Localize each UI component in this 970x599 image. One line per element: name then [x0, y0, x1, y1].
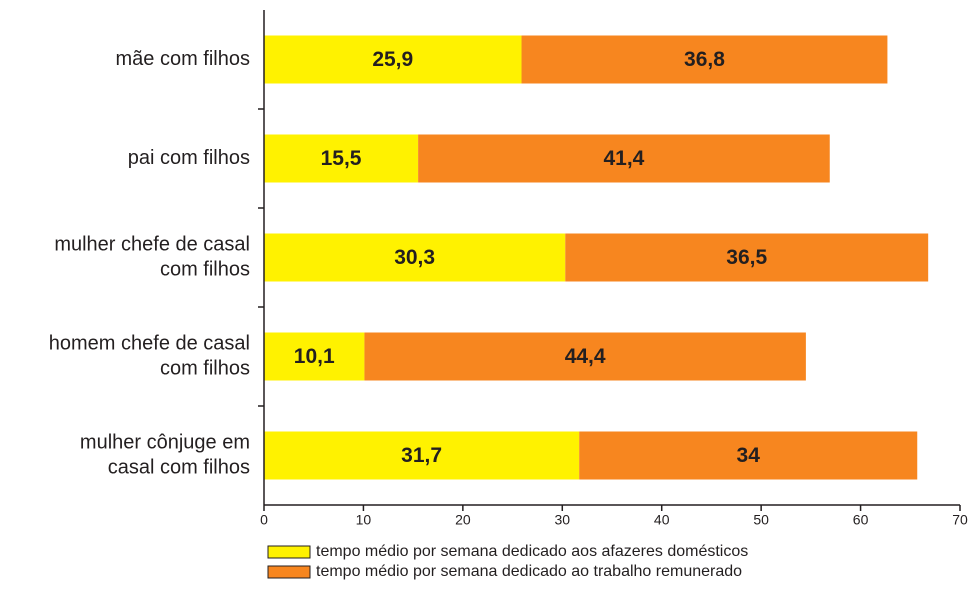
value-label: 30,3	[394, 246, 435, 269]
bar-segment	[418, 134, 830, 183]
bar-segment	[264, 35, 522, 84]
x-tick-label: 10	[356, 512, 372, 528]
x-tick-label: 20	[455, 512, 471, 528]
category-label: mãe com filhos	[116, 48, 251, 70]
category-label: mulher chefe de casal	[54, 233, 250, 255]
x-tick-label: 60	[853, 512, 869, 528]
value-label: 41,4	[603, 147, 644, 170]
bar-segment	[565, 233, 929, 282]
value-label: 34	[737, 444, 761, 467]
bar-segment	[579, 431, 918, 480]
category-label: com filhos	[160, 357, 250, 379]
category-label: pai com filhos	[128, 147, 250, 169]
bar-segment	[364, 332, 806, 381]
value-label: 25,9	[372, 48, 413, 71]
value-label: 36,8	[684, 48, 725, 71]
x-tick-label: 70	[952, 512, 968, 528]
category-label: com filhos	[160, 258, 250, 280]
bar-segment	[264, 134, 419, 183]
value-label: 10,1	[294, 345, 335, 368]
legend-swatch	[267, 545, 311, 559]
x-tick-label: 50	[753, 512, 769, 528]
category-label: mulher cônjuge em	[80, 431, 250, 453]
value-label: 44,4	[565, 345, 606, 368]
bar-segment	[264, 332, 365, 381]
value-label: 15,5	[321, 147, 362, 170]
x-tick-label: 0	[260, 512, 268, 528]
legend-label: tempo médio por semana dedicado ao traba…	[316, 563, 742, 580]
legend-swatch	[267, 565, 311, 579]
value-label: 31,7	[401, 444, 442, 467]
category-label: casal com filhos	[108, 456, 250, 478]
bar-segment	[264, 233, 566, 282]
value-label: 36,5	[726, 246, 767, 269]
legend-label: tempo médio por semana dedicado aos afaz…	[316, 543, 748, 560]
bar-segment	[264, 431, 580, 480]
x-tick-label: 40	[654, 512, 670, 528]
bar-segment	[521, 35, 888, 84]
x-tick-label: 30	[554, 512, 570, 528]
category-label: homem chefe de casal	[49, 332, 250, 354]
